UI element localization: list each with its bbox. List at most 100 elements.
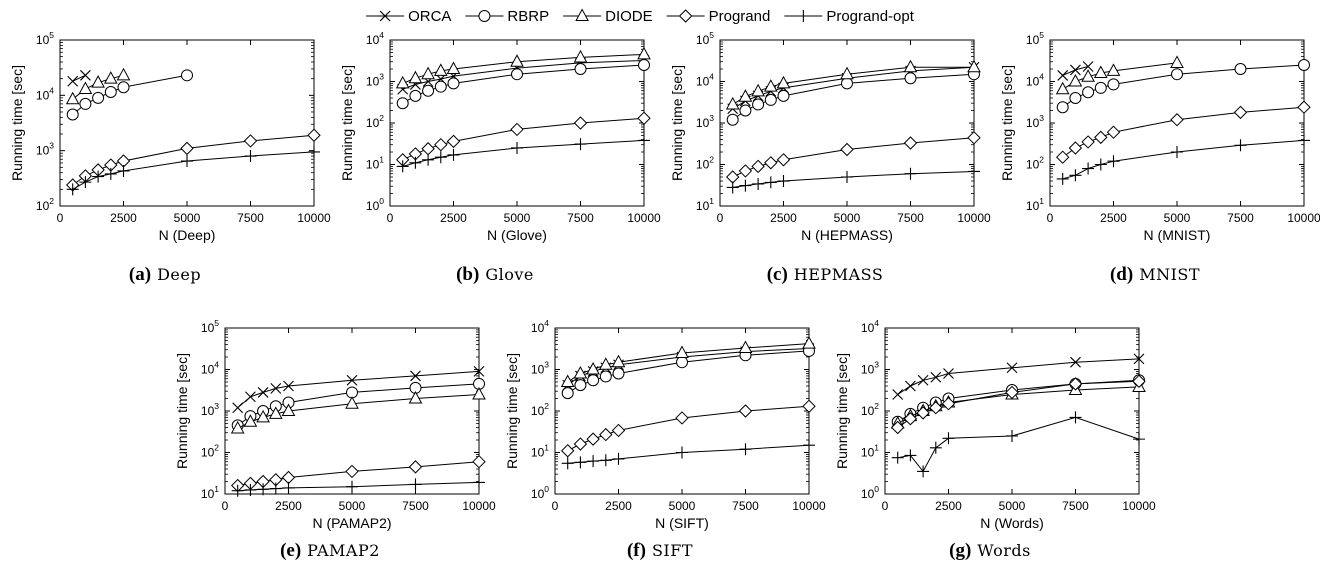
data-point-progrand — [1005, 385, 1019, 400]
y-axis-label: Running time [sec] — [174, 353, 190, 469]
y-tick-label: 100 — [531, 484, 549, 501]
series-line-progrand-opt — [897, 416, 1140, 473]
data-point-diode — [751, 83, 765, 97]
data-point-diode — [738, 89, 753, 102]
data-point-diode — [1081, 69, 1095, 82]
data-point-diode — [433, 63, 448, 76]
legend-label: ORCA — [408, 8, 451, 25]
y-tick-label: 102 — [1026, 155, 1044, 172]
data-point-progrand-opt — [612, 452, 625, 465]
data-point-progrand — [1132, 374, 1146, 388]
y-tick-label: 105 — [36, 30, 54, 47]
series-orca — [892, 353, 1145, 400]
data-point-orca — [410, 370, 421, 382]
data-point-progrand-opt — [764, 176, 777, 189]
data-point-diode — [967, 59, 981, 73]
x-tick-label: 2500 — [935, 499, 962, 513]
data-point-orca — [257, 387, 269, 398]
data-point-diode — [281, 403, 296, 416]
chart-panel-sift: 100 101 102 103 104 0 2500 5000 7500 10000 N (SIFT… — [495, 316, 826, 546]
series-line-progrand — [732, 137, 975, 178]
data-point-diode — [573, 365, 588, 379]
caption-tag: (g) — [949, 540, 972, 561]
data-point-progrand — [738, 164, 753, 178]
data-point-progrand-opt — [511, 141, 523, 154]
data-point-rbrp — [739, 104, 752, 117]
series-line-orca — [237, 370, 480, 409]
data-point-progrand-opt — [282, 481, 295, 494]
data-point-progrand-opt — [1006, 429, 1018, 442]
series-line-progrand — [1062, 106, 1305, 158]
data-point-progrand — [472, 454, 486, 469]
data-point-progrand-opt — [422, 153, 435, 166]
data-point-diode — [903, 59, 918, 73]
data-point-progrand-opt — [841, 170, 853, 183]
data-point-progrand-opt — [104, 167, 117, 180]
data-point-progrand-opt — [904, 167, 917, 180]
x-axis-label: N (Glove) — [487, 227, 547, 243]
data-point-diode — [763, 79, 778, 92]
x-tick-label: 0 — [717, 211, 724, 225]
data-point-progrand — [586, 432, 600, 446]
data-point-orca — [67, 75, 79, 87]
data-point-rbrp — [587, 374, 600, 387]
caption-tag: (e) — [280, 540, 302, 561]
data-point-orca — [1057, 70, 1069, 81]
data-point-diode — [116, 67, 131, 81]
series-diode — [395, 46, 651, 89]
x-axis-label: N (Words) — [980, 515, 1044, 531]
caption-name: Glove — [485, 265, 534, 284]
legend-label: Progrand — [709, 8, 771, 25]
data-point-progrand-opt — [1082, 162, 1095, 175]
x-tick-label: 7500 — [897, 211, 924, 225]
data-point-rbrp — [409, 89, 422, 102]
legend-entry-diode: DIODE — [563, 8, 653, 25]
caption-glove: (b) Glove — [330, 264, 660, 286]
x-axis-label: N (HEPMASS) — [801, 227, 893, 243]
caption-name: HEPMASS — [793, 265, 884, 284]
y-tick-label: 105 — [696, 30, 714, 47]
data-point-progrand-opt — [574, 138, 587, 151]
series-orca — [727, 61, 980, 115]
data-point-progrand-opt — [396, 160, 409, 173]
y-tick-label: 104 — [531, 318, 549, 335]
data-point-rbrp — [181, 69, 193, 82]
data-point-diode — [1055, 81, 1070, 95]
chart-svg-sift: 100 101 102 103 104 0 2500 5000 7500 10000 N (SIFT… — [504, 318, 826, 531]
data-point-orca — [1070, 356, 1081, 368]
data-point-progrand — [725, 170, 740, 184]
caption-tag: (b) — [456, 264, 480, 285]
data-point-rbrp — [638, 58, 650, 71]
data-point-diode — [738, 340, 753, 353]
data-point-rbrp — [1056, 101, 1069, 114]
data-point-rbrp — [1107, 78, 1120, 91]
data-point-progrand-opt — [257, 483, 270, 496]
data-point-rbrp — [92, 91, 105, 104]
series-orca — [232, 366, 485, 414]
y-tick-label: 103 — [1026, 113, 1044, 130]
data-point-orca — [1070, 64, 1081, 76]
data-point-orca — [1133, 353, 1145, 365]
y-tick-label: 101 — [1026, 196, 1044, 213]
series-diode — [725, 59, 981, 110]
chart-svg-mnist: 101 102 103 104 105 0 2500 5000 7500 10000 N (MNIS… — [999, 30, 1320, 243]
data-point-progrand — [510, 122, 524, 137]
data-point-diode — [78, 81, 93, 95]
data-point-diode — [1106, 63, 1121, 76]
series-progrand-opt — [1056, 134, 1310, 185]
x-tick-label: 0 — [1047, 211, 1054, 225]
x-tick-label: 10000 — [1287, 211, 1320, 225]
data-point-progrand — [738, 404, 753, 418]
x-tick-label: 7500 — [402, 499, 429, 513]
data-point-orca — [1082, 61, 1094, 72]
data-point-orca — [892, 389, 904, 400]
y-tick-label: 105 — [1026, 30, 1044, 47]
data-point-progrand — [1297, 100, 1311, 114]
x-tick-label: 10000 — [462, 499, 496, 513]
data-point-progrand-opt — [1133, 433, 1145, 446]
data-point-progrand-opt — [1107, 155, 1120, 168]
x-tick-label: 2500 — [110, 211, 137, 225]
y-tick-label: 102 — [201, 443, 219, 460]
legend-marker-rbrp — [478, 10, 491, 22]
data-point-diode — [256, 409, 270, 423]
